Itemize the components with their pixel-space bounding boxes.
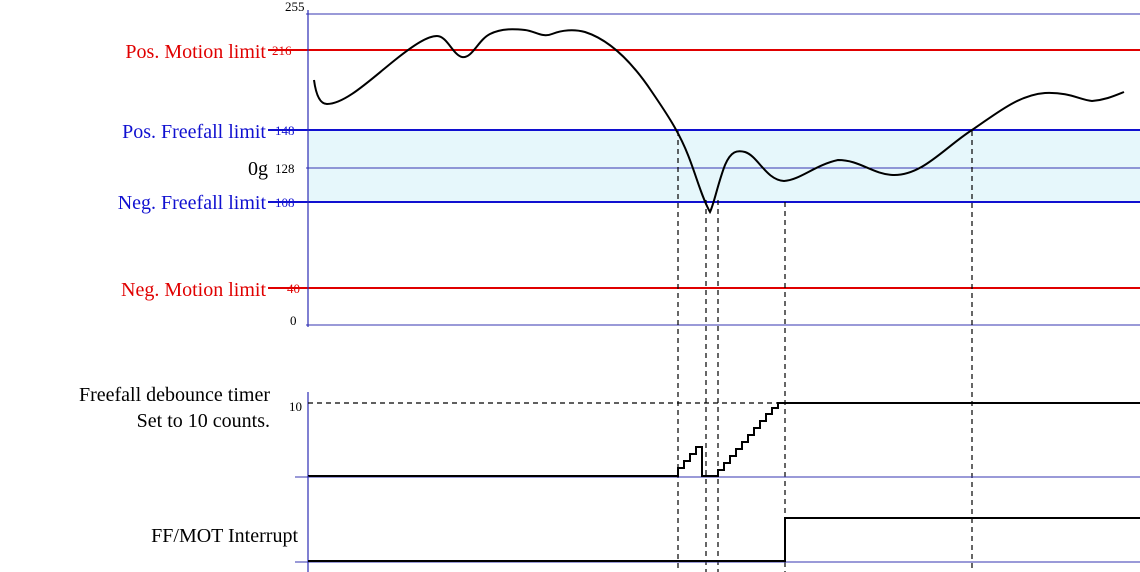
acceleration-waveform [313,28,1125,215]
interrupt-plot: FF/MOT Interrupt [151,476,1140,572]
interrupt-label: FF/MOT Interrupt [151,525,298,547]
tick-10: 10 [289,399,302,414]
tick-148: 148 [275,123,295,138]
tick-128: 128 [275,161,295,176]
zero-g-label: 0g [248,158,268,180]
debounce-timer-plot: 10 Freefall debounce timer Set to 10 cou… [79,384,1140,478]
tick-255: 255 [285,0,305,14]
event-markers [677,131,973,572]
debounce-sublabel: Set to 10 counts. [137,410,270,432]
acceleration-plot: 255 216 148 128 108 40 0 Pos. Motion lim… [118,0,1140,328]
pos-motion-limit-label: Pos. Motion limit [125,41,266,63]
pos-freefall-limit-label: Pos. Freefall limit [122,121,266,143]
neg-freefall-limit-label: Neg. Freefall limit [118,192,267,214]
interrupt-trace [308,517,1140,562]
tick-0: 0 [290,313,297,328]
tick-40: 40 [287,281,300,296]
tick-108: 108 [275,195,295,210]
tick-216: 216 [272,43,292,58]
neg-motion-limit-label: Neg. Motion limit [121,279,266,301]
debounce-label: Freefall debounce timer [79,384,270,406]
debounce-counter-trace [308,402,1140,477]
